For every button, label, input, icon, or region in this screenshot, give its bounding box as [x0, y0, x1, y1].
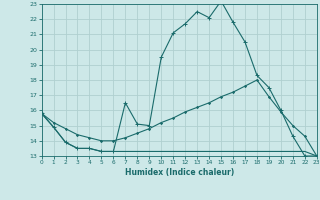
- X-axis label: Humidex (Indice chaleur): Humidex (Indice chaleur): [124, 168, 234, 177]
